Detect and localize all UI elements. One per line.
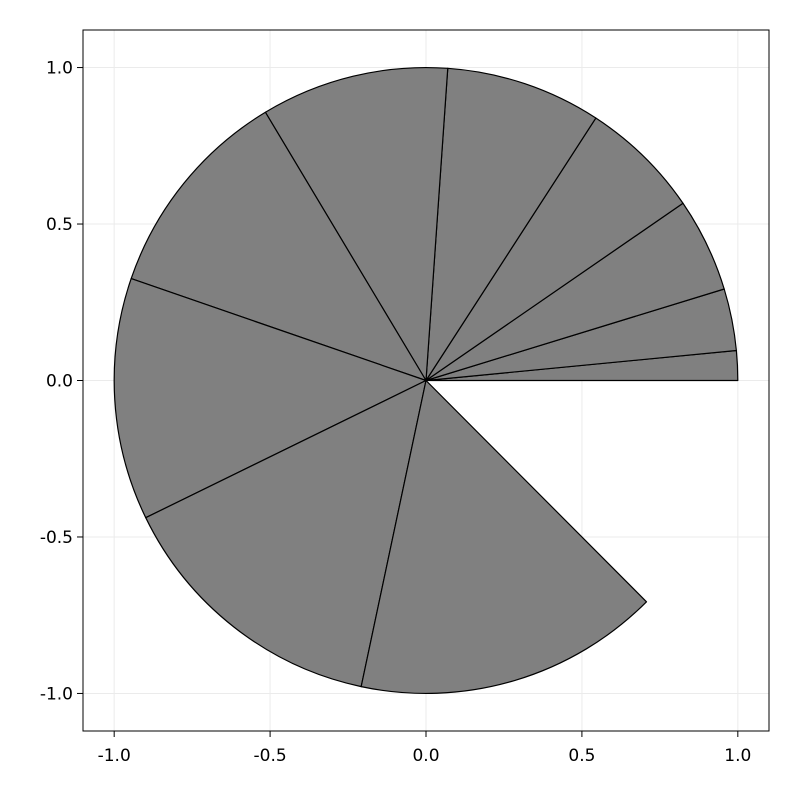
- x-tick-label: -1.0: [98, 746, 131, 766]
- pie-slice: [113, 278, 427, 519]
- pie-slice: [360, 379, 648, 695]
- x-tick-label: 1.0: [724, 746, 751, 766]
- y-tick-label: -0.5: [40, 528, 73, 548]
- pie-slice: [145, 379, 427, 688]
- pie-slice: [425, 117, 684, 382]
- x-tick-label: 0.5: [568, 746, 595, 766]
- x-axis-ticks: -1.0 -0.5 0.0 0.5 1.0: [98, 731, 751, 766]
- y-tick-label: -1.0: [40, 684, 73, 704]
- y-tick-label: 0.5: [46, 215, 73, 235]
- x-tick-label: 0.0: [412, 746, 439, 766]
- y-tick-label: 1.0: [46, 59, 73, 79]
- pie-slice: [425, 67, 597, 382]
- pie-slice: [264, 67, 449, 382]
- x-tick-label: -0.5: [254, 746, 287, 766]
- y-tick-label: 0.0: [46, 372, 73, 392]
- pie-slices: [113, 67, 739, 695]
- pie-slice: [130, 111, 427, 382]
- y-axis-ticks: 1.0 0.5 0.0 -0.5 -1.0: [40, 59, 83, 704]
